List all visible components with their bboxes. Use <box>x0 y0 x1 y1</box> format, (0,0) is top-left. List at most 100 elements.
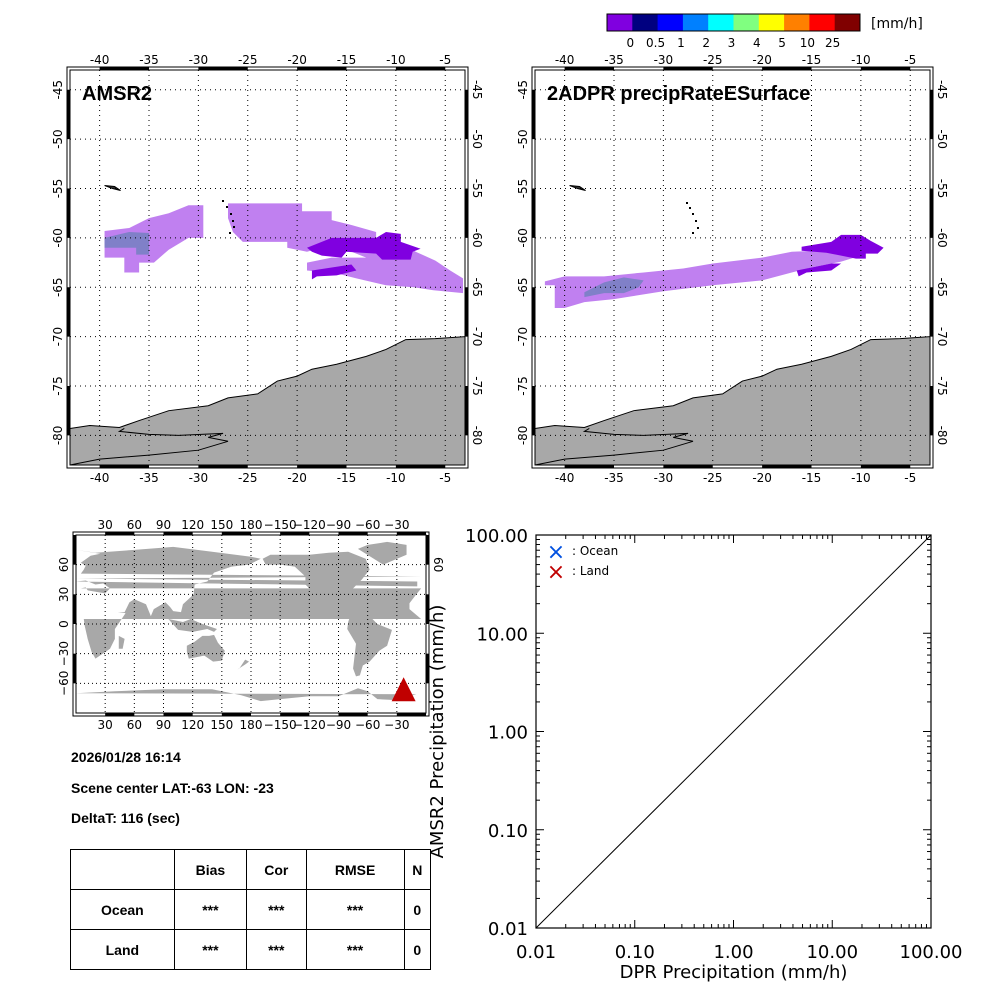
lat-tick-label-left: -45 <box>516 80 530 100</box>
world-lon-tick-bottom: 30 <box>98 718 113 732</box>
stats-cell-n: 0 <box>403 889 432 930</box>
y-tick-label: 10.00 <box>476 624 528 645</box>
stats-row-land: Land *** *** *** 0 <box>70 929 432 970</box>
precip-area-heavy <box>796 263 842 277</box>
x-tick-label: 1.00 <box>713 942 753 963</box>
frame-segment <box>930 386 933 436</box>
lon-tick-label-top: -20 <box>287 53 307 67</box>
legend-marker-ocean-icon: × <box>547 540 565 565</box>
frame-segment <box>395 67 446 70</box>
map-outer-frame <box>531 66 934 469</box>
colorbar-tick-label: 0 <box>626 36 634 50</box>
map-inner-frame <box>69 69 466 466</box>
colorbar-tick-label: 1 <box>677 36 685 50</box>
colorbar-swatch <box>657 14 684 31</box>
track-dot <box>226 206 228 208</box>
world-lon-tick-top: −60 <box>355 518 380 532</box>
frame-segment <box>532 89 535 140</box>
land-antarctica <box>76 688 417 713</box>
stats-cell-cor: *** <box>246 929 307 970</box>
lon-tick-label-top: -25 <box>238 53 258 67</box>
frame-segment <box>163 713 193 716</box>
track-dot <box>692 213 694 215</box>
lat-tick-label-right: -65 <box>935 277 949 297</box>
lat-tick-label-left: -80 <box>51 426 65 446</box>
frame-segment <box>396 532 426 535</box>
lat-tick-label-left: -70 <box>516 327 530 347</box>
map-title: 2ADPR precipRateESurface <box>547 83 810 105</box>
colorbar-tick-label: 10 <box>800 36 815 50</box>
lat-tick-label-right: -80 <box>935 426 949 446</box>
frame-segment <box>67 89 70 140</box>
frame-segment <box>99 465 149 468</box>
colorbar-swatch <box>758 14 785 31</box>
world-lon-tick-top: 150 <box>210 518 233 532</box>
land-greenland <box>357 541 407 565</box>
frame-segment <box>663 67 713 70</box>
colorbar-swatch <box>809 14 836 31</box>
datetime-label: 2026/01/28 16:14 <box>71 749 181 765</box>
world-lon-tick-bottom: 120 <box>181 718 204 732</box>
lat-tick-label-right: -75 <box>470 376 484 396</box>
lat-tick-label-left: -55 <box>516 179 530 199</box>
stats-cell-bias: *** <box>173 929 248 970</box>
legend-label: : Land <box>572 564 609 578</box>
lat-tick-label-right: -45 <box>935 80 949 100</box>
land-australia <box>186 634 225 662</box>
lon-tick-label-bottom: -30 <box>189 471 209 485</box>
frame-segment <box>396 713 426 716</box>
track-dot <box>229 232 231 234</box>
lon-tick-label-bottom: -15 <box>802 471 822 485</box>
frame-segment <box>465 386 468 436</box>
frame-segment <box>221 713 251 716</box>
colorbar-swatch <box>733 14 760 31</box>
lon-tick-label-bottom: -10 <box>386 471 406 485</box>
x-tick-label: 10.00 <box>806 942 858 963</box>
track-dot <box>233 226 235 228</box>
lat-tick-label-left: -65 <box>51 277 65 297</box>
frame-segment <box>930 287 933 337</box>
frame-segment <box>465 89 468 140</box>
lat-tick-label-right: -65 <box>470 277 484 297</box>
lat-tick-label-left: -55 <box>51 179 65 199</box>
frame-segment <box>762 465 812 468</box>
precip-area-light <box>104 205 204 273</box>
lon-tick-label-bottom: -15 <box>337 471 357 485</box>
lon-tick-label-bottom: -40 <box>555 471 575 485</box>
land-indonesia <box>168 619 217 632</box>
y-tick-label: 0.01 <box>488 919 528 940</box>
frame-segment <box>663 465 713 468</box>
frame-segment <box>198 465 248 468</box>
frame-segment <box>73 653 76 684</box>
frame-segment <box>930 89 933 140</box>
lon-tick-label-bottom: -35 <box>604 471 624 485</box>
frame-segment <box>105 532 135 535</box>
y-axis-label: AMSR2 Precipitation (mm/h) <box>427 605 448 859</box>
world-lon-tick-top: −30 <box>384 518 409 532</box>
lat-tick-label-right: -80 <box>470 426 484 446</box>
frame-segment <box>395 465 446 468</box>
lon-tick-label-top: -40 <box>90 53 110 67</box>
one-to-one-line <box>535 534 932 929</box>
lat-tick-label-right: -50 <box>470 129 484 149</box>
lat-tick-label-left: -45 <box>51 80 65 100</box>
land-new-zealand <box>237 659 250 670</box>
track-dot <box>232 220 234 222</box>
frame-segment <box>163 532 193 535</box>
colorbar-swatch <box>708 14 734 31</box>
x-axis-label: DPR Precipitation (mm/h) <box>620 962 848 983</box>
frame-segment <box>532 386 535 436</box>
lon-tick-label-top: -5 <box>904 53 916 67</box>
land-madagascar <box>118 635 125 649</box>
track-dot <box>695 220 697 222</box>
frame-segment <box>426 594 429 624</box>
frame-segment <box>73 594 76 624</box>
colorbar-swatch <box>632 14 659 31</box>
colorbar-swatch <box>607 14 633 31</box>
lat-tick-label-left: -70 <box>51 327 65 347</box>
frame-segment <box>338 532 368 535</box>
colorbar-swatches <box>606 13 861 32</box>
world-lat-tick-left: 0 <box>57 620 71 628</box>
stats-row-label: Land <box>70 929 175 970</box>
